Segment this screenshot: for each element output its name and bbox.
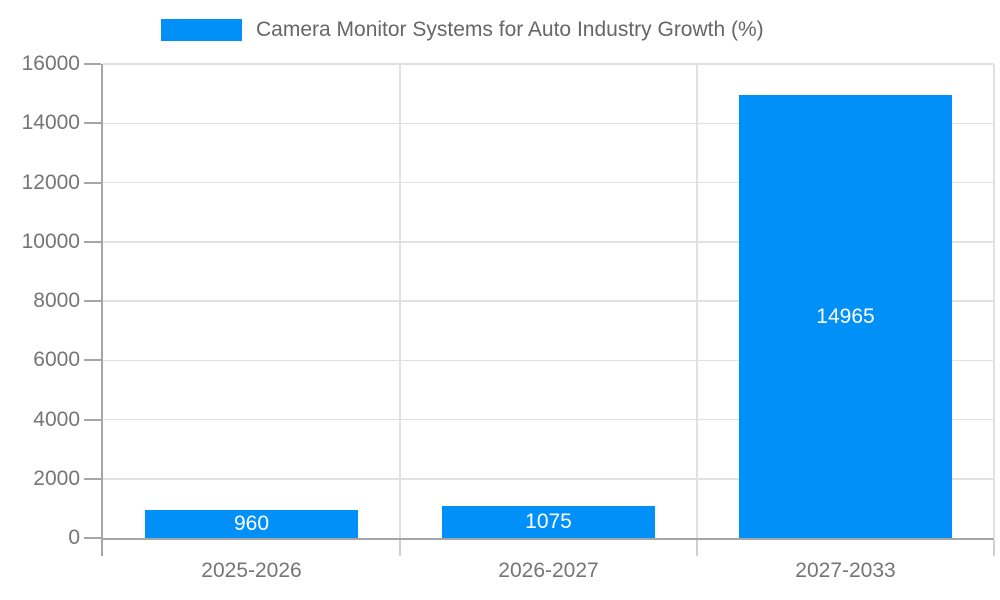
h-gridline	[103, 241, 994, 243]
y-tick-mark	[84, 63, 101, 65]
y-tick-mark	[84, 418, 101, 421]
y-tick-label: 6000	[33, 348, 80, 372]
y-tick-label: 16000	[21, 52, 80, 75]
chart-legend: Camera Monitor Systems for Auto Industry…	[161, 19, 764, 41]
bar	[145, 510, 358, 538]
v-gridline	[696, 64, 698, 538]
y-tick-label: 10000	[21, 229, 80, 253]
x-category-label: 2026-2027	[498, 559, 599, 582]
x-tick-mark	[993, 540, 995, 556]
y-axis-line	[101, 64, 103, 556]
y-tick-label: 2000	[33, 466, 80, 490]
bar	[739, 95, 952, 538]
y-tick-mark	[84, 359, 101, 362]
x-axis-line	[101, 538, 994, 540]
v-gridline	[399, 64, 401, 538]
h-gridline	[103, 359, 994, 361]
h-gridline	[103, 63, 994, 65]
legend-swatch-icon	[161, 19, 242, 41]
y-tick-label: 0	[68, 526, 80, 549]
y-tick-label: 12000	[21, 170, 80, 194]
y-tick-mark	[84, 181, 101, 184]
y-tick-mark	[84, 300, 101, 302]
v-gridline	[993, 64, 995, 538]
h-gridline	[103, 300, 994, 302]
x-tick-mark	[696, 540, 698, 556]
bar	[442, 506, 655, 538]
chart-title: Camera Monitor Systems for Auto Industry…	[256, 18, 764, 41]
y-tick-mark	[84, 477, 101, 480]
x-category-label: 2027-2033	[795, 559, 896, 582]
x-tick-mark	[399, 540, 401, 556]
bar-value-label: 1075	[525, 510, 572, 533]
bar-value-label: 14965	[816, 304, 875, 328]
y-tick-mark	[84, 240, 101, 243]
h-gridline	[103, 122, 994, 124]
h-gridline	[103, 418, 994, 421]
bar-value-label: 960	[233, 512, 270, 535]
h-gridline	[103, 478, 994, 480]
y-tick-label: 8000	[33, 289, 80, 312]
y-tick-mark	[84, 122, 101, 125]
h-gridline	[103, 181, 994, 184]
y-tick-mark	[84, 537, 101, 539]
y-tick-label: 14000	[21, 111, 80, 135]
x-category-label: 2025-2026	[201, 559, 302, 582]
y-tick-label: 4000	[33, 407, 80, 431]
